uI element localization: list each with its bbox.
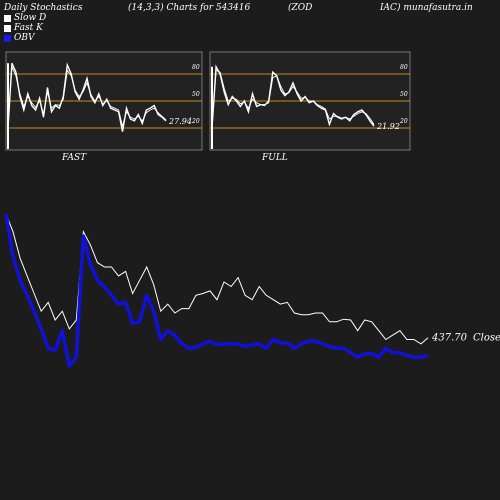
legend-label-fast-k: Fast K bbox=[14, 23, 43, 33]
obv-line bbox=[4, 213, 429, 368]
title-left: Daily Stochastics bbox=[4, 3, 83, 13]
series-line-fast-1 bbox=[7, 66, 167, 129]
title-name-a: (ZOD bbox=[288, 3, 313, 13]
legend-slow-d: Slow D bbox=[4, 13, 46, 23]
last-value-label-fast: 27.94 bbox=[168, 117, 192, 126]
legend-label-slow-d: Slow D bbox=[14, 13, 47, 23]
legend-fast-k: Fast K bbox=[4, 23, 43, 33]
legend-swatch-slow-d bbox=[4, 14, 11, 22]
legend-obv: OBV bbox=[4, 33, 35, 43]
legend-swatch-fast-k bbox=[4, 24, 11, 32]
title-params: (14,3,3) Charts for 543416 bbox=[128, 3, 251, 13]
title-name-b: IAC) munafasutra.in bbox=[380, 3, 473, 13]
close-label: Close bbox=[473, 333, 500, 344]
band-label-fast-80: 80 bbox=[192, 64, 200, 71]
band-label-fast-20: 20 bbox=[191, 118, 200, 125]
last-price-label: 437.70 bbox=[431, 333, 468, 344]
band-label-full-80: 80 bbox=[400, 64, 408, 71]
band-label-full-20: 20 bbox=[399, 118, 408, 125]
band-label-full-50: 50 bbox=[400, 91, 408, 98]
price-line bbox=[5, 213, 429, 345]
series-line-full-0 bbox=[211, 64, 375, 129]
legend-label-obv: OBV bbox=[14, 33, 35, 43]
last-value-label-full: 21.92 bbox=[376, 122, 400, 131]
band-label-fast-50: 50 bbox=[192, 91, 200, 98]
panel-label-fast: FAST bbox=[62, 153, 87, 163]
legend-swatch-obv bbox=[4, 34, 11, 42]
panel-label-full: FULL bbox=[262, 153, 288, 163]
series-line-full-1 bbox=[211, 69, 375, 129]
